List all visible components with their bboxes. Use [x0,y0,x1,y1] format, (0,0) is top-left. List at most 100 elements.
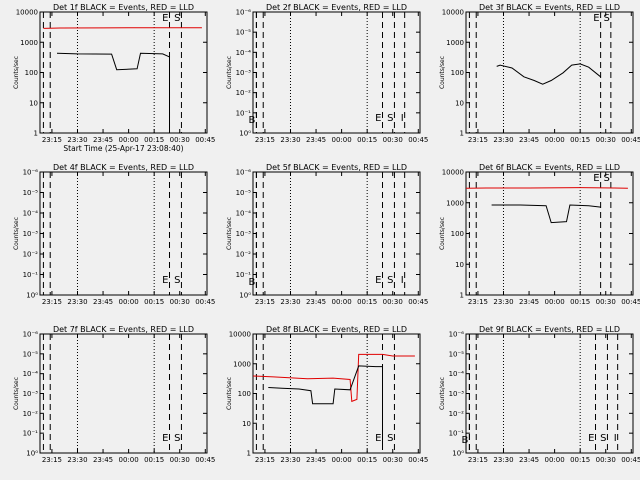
y-axis-label: Counts/sec [226,56,233,89]
chart-panel: Det 8f BLACK = Events, RED = LLD 23:15 23:… [226,325,428,464]
y-tick-label: 100 [25,69,38,77]
x-tick-label: 00:45 [408,136,428,144]
x-tick-label: 23:30 [67,298,87,306]
series-line-events [491,204,601,224]
x-tick-label: 00:00 [119,136,139,144]
chart-title: Det 2f BLACK = Events, RED = LLD [266,3,407,12]
x-tick-label: 23:45 [93,136,113,144]
marker-label-b: B [249,277,256,288]
chart-panel: Det 1f BLACK = Events, RED = LLD 23:15 23:… [13,3,215,153]
y-tick-label: 100 [451,230,464,238]
y-tick-label: 100 [238,390,251,398]
x-tick-label: 00:30 [170,298,190,306]
x-tick-label: 23:30 [280,136,300,144]
y-tick-label: 100 [451,69,464,77]
x-tick-label: 00:15 [357,298,377,306]
x-tick-label: 23:15 [255,298,275,306]
x-tick-label: 00:00 [119,456,139,464]
plot-frame [39,11,208,134]
chart-panel: Det 2f BLACK = Events, RED = LLD 23:15 23:… [226,3,428,144]
y-tick-label: 10⁰ [239,292,251,300]
x-tick-label: 00:15 [570,456,590,464]
y-tick-label: 10⁻⁶ [449,331,465,339]
y-tick-label: 10⁰ [452,450,464,458]
y-axis-label: Counts/sec [439,377,446,410]
y-tick-label: 1000 [446,39,464,47]
y-tick-label: 10⁻³ [449,390,465,398]
marker-label-e: E [162,275,168,286]
marker-label-s: S [387,433,393,444]
plot-frame [465,171,634,296]
x-tick-label: 00:45 [195,298,215,306]
y-tick-label: 10⁻¹ [449,430,465,438]
marker-label-e: E [588,433,594,444]
y-tick-label: 10⁻² [236,89,252,97]
y-tick-label: 10⁻³ [236,230,252,238]
y-tick-label: 10⁻⁶ [236,9,252,17]
chart-title: Det 8f BLACK = Events, RED = LLD [266,325,407,334]
marker-label-s: S [603,173,609,184]
series-line-lld [43,27,202,29]
y-tick-label: 10 [455,99,464,107]
x-tick-label: 23:30 [280,456,300,464]
y-tick-label: 1000 [446,199,464,207]
y-tick-label: 10⁻⁶ [236,169,252,177]
x-axis-label: Start Time (25-Apr-17 23:08:40) [63,144,183,153]
y-tick-label: 10000 [16,9,38,17]
y-axis-label: Counts/sec [439,56,446,89]
y-tick-label: 10⁻⁶ [23,169,39,177]
x-tick-label: 00:00 [332,136,352,144]
series-line-events [268,365,383,445]
marker-label-s: S [603,13,609,24]
x-tick-label: 00:45 [195,456,215,464]
chart-title: Det 7f BLACK = Events, RED = LLD [53,325,194,334]
x-tick-label: 00:00 [545,136,565,144]
x-tick-label: 00:30 [383,456,403,464]
y-tick-label: 10⁻⁵ [236,189,252,197]
y-axis-label: Counts/sec [226,217,233,250]
marker-label-e: E [375,113,381,124]
y-tick-label: 10⁰ [26,292,38,300]
y-tick-label: 10⁻⁴ [236,210,252,218]
y-tick-label: 10⁻¹ [23,430,39,438]
marker-label-s: S [174,13,180,24]
y-tick-label: 10⁻⁵ [23,189,39,197]
x-tick-label: 23:15 [468,456,488,464]
chart-title: Det 1f BLACK = Events, RED = LLD [53,3,194,12]
y-tick-label: 10⁻² [23,251,39,259]
y-tick-label: 10⁻¹ [23,271,39,279]
marker-label-s: S [174,275,180,286]
x-tick-label: 23:30 [67,136,87,144]
x-tick-label: 00:15 [144,298,164,306]
x-tick-label: 00:00 [545,298,565,306]
plot-frame [39,171,208,296]
series-line-lld [465,187,628,189]
y-tick-label: 10⁻⁶ [23,331,39,339]
y-tick-label: 10⁻¹ [236,271,252,279]
marker-label-i: I [401,113,404,124]
plot-frame [39,333,208,454]
y-tick-label: 10000 [442,169,464,177]
y-tick-label: 10000 [229,331,251,339]
x-tick-label: 23:30 [493,456,513,464]
marker-label-b: B [462,435,469,446]
y-tick-label: 10⁻⁴ [236,49,252,57]
x-tick-label: 00:30 [596,298,616,306]
series-line-lld [252,353,415,403]
x-tick-label: 23:30 [67,456,87,464]
marker-label-e: E [375,275,381,286]
x-tick-label: 00:45 [621,136,640,144]
y-axis-label: Counts/sec [226,377,233,410]
x-tick-label: 00:00 [119,298,139,306]
x-tick-label: 00:15 [144,456,164,464]
x-tick-label: 00:30 [383,136,403,144]
marker-label-e: E [375,433,381,444]
x-tick-label: 00:00 [332,298,352,306]
x-tick-label: 00:15 [570,136,590,144]
marker-label-s: S [600,433,606,444]
plot-frame [465,333,634,454]
marker-label-i: I [401,275,404,286]
x-tick-label: 00:30 [170,136,190,144]
marker-label-s: S [387,275,393,286]
marker-label-e: E [162,433,168,444]
